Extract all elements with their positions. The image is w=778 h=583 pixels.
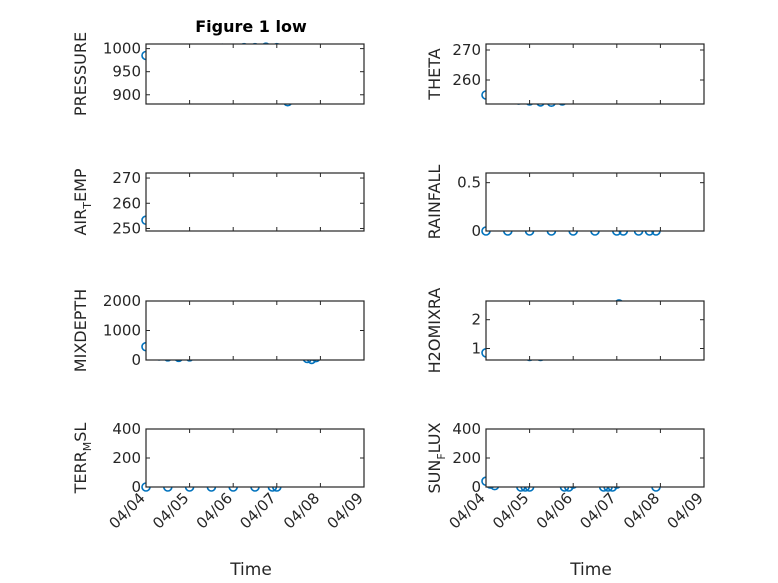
subplot-5: 0 1000 2000 MIXDEPTH (71, 289, 365, 372)
y-axis-label: AIRTEMP (71, 168, 94, 235)
subplot-4: 0 0.5 RAINFALL (425, 165, 705, 240)
x-tick-label: 04/06 (533, 489, 576, 532)
y-tick-label: 400 (452, 420, 481, 438)
y-axis-label: RAINFALL (425, 165, 444, 240)
x-axis-label: Time (229, 560, 272, 580)
x-tick-label: 04/09 (664, 489, 707, 532)
axes-frame (485, 172, 705, 232)
subplot-6: 1 2 H2OMIXRA (425, 288, 705, 374)
axes-frame (145, 172, 365, 232)
y-tick-label: 400 (112, 420, 141, 438)
y-tick-label: 1000 (103, 322, 141, 340)
axes-frame (145, 300, 365, 361)
axes-frame (485, 428, 705, 488)
y-tick-label: 250 (112, 219, 141, 237)
y-axis-label: PRESSURE (71, 32, 90, 116)
y-tick-label: 200 (112, 449, 141, 467)
x-tick-label: 04/08 (620, 489, 663, 532)
y-tick-label: 270 (112, 169, 141, 187)
y-tick-label: 0 (131, 351, 141, 369)
y-tick-label: 0 (131, 478, 141, 496)
y-tick-label: 900 (112, 86, 141, 104)
x-tick-label: 04/08 (280, 489, 323, 532)
y-axis-label: H2OMIXRA (425, 288, 444, 374)
subplot-2: 260 270 THETA (425, 41, 705, 107)
x-tick-label: 04/07 (236, 489, 279, 532)
y-axis-label: MIXDEPTH (71, 289, 90, 372)
x-tick-label: 04/06 (193, 489, 236, 532)
y-tick-label: 1000 (103, 40, 141, 58)
y-tick-label: 0.5 (457, 174, 481, 192)
x-tick-label: 04/05 (489, 489, 532, 532)
y-axis-label: TERRMSL (71, 423, 94, 495)
x-tick-label: 04/05 (149, 489, 192, 532)
subplot-3: 250 260 270 AIRTEMP (71, 168, 365, 237)
figure-title: Figure 1 low (195, 17, 307, 36)
y-axis-label: THETA (425, 48, 444, 100)
axes-frame (145, 43, 365, 105)
axes-frame (485, 43, 705, 105)
subplot-7: 0 200 400 TERRMSL 04/04 04/05 04/06 04/07 04/08 0… (71, 420, 367, 580)
axes-frame (145, 428, 365, 488)
x-tick-label: 04/09 (324, 489, 367, 532)
x-tick-label: 04/04 (446, 489, 489, 532)
y-tick-label: 0 (471, 222, 481, 240)
y-tick-label: 2 (471, 311, 481, 329)
y-axis-label: SUNFLUX (425, 422, 448, 493)
x-axis-label: Time (569, 560, 612, 580)
y-tick-label: 2000 (103, 292, 141, 310)
y-tick-label: 200 (452, 449, 481, 467)
subplot-1: 900 950 1000 PRESSURE (71, 32, 365, 116)
y-tick-label: 0 (471, 478, 481, 496)
y-tick-label: 260 (452, 71, 481, 89)
y-tick-label: 270 (452, 41, 481, 59)
x-tick-label: 04/07 (576, 489, 619, 532)
y-tick-label: 260 (112, 194, 141, 212)
axes-frame (485, 300, 705, 361)
x-tick-label: 04/04 (106, 489, 149, 532)
y-tick-label: 950 (112, 63, 141, 81)
y-tick-label: 1 (471, 339, 481, 357)
